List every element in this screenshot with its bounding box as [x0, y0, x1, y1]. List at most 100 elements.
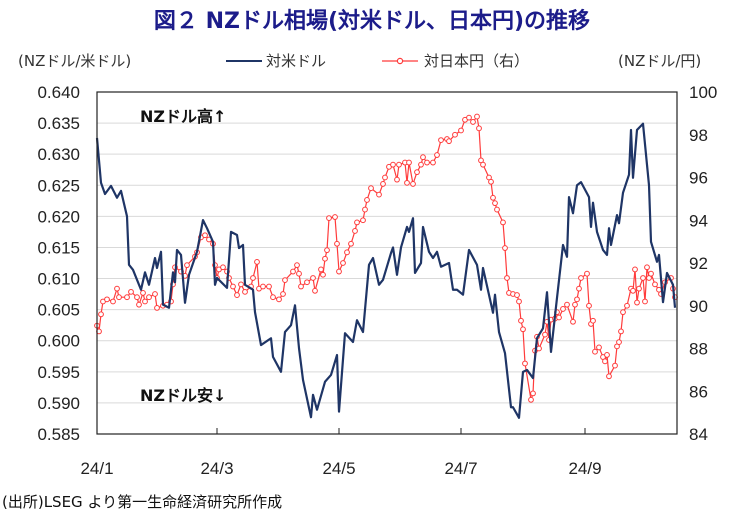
data-point	[390, 161, 396, 168]
data-point	[154, 304, 160, 311]
data-point	[394, 176, 400, 183]
data-point	[310, 275, 316, 281]
data-point	[128, 288, 134, 295]
data-point	[318, 266, 324, 273]
data-point	[406, 159, 412, 166]
data-point	[542, 331, 548, 338]
data-point	[642, 298, 648, 305]
left-tick-label: 0.585	[37, 425, 80, 444]
left-y-axis: 0.585 0.590 0.595 0.600 0.605 0.610 0.615 0.620…	[37, 83, 80, 444]
x-tick-label: 24/1	[80, 459, 113, 478]
data-point	[584, 270, 590, 277]
data-point	[340, 260, 346, 266]
data-point	[520, 326, 526, 333]
data-point	[410, 181, 416, 187]
data-point	[592, 348, 598, 355]
data-point	[564, 301, 570, 308]
data-point	[202, 232, 208, 239]
series-line	[96, 115, 676, 401]
data-point	[634, 299, 640, 306]
data-point	[104, 296, 110, 303]
data-point	[114, 285, 120, 292]
data-point	[488, 178, 494, 185]
data-point	[354, 219, 360, 226]
right-y-axis: 84 86 88 90 92 94 96 98 100	[689, 83, 717, 444]
left-tick-label: 0.595	[37, 363, 80, 382]
right-tick-label: 90	[689, 297, 708, 316]
data-point	[528, 396, 534, 403]
data-point	[352, 228, 358, 234]
left-tick-label: 0.635	[37, 114, 80, 133]
data-point	[298, 283, 304, 290]
right-tick-label: 84	[689, 425, 708, 444]
right-tick-label: 92	[689, 254, 708, 273]
series-line	[95, 122, 677, 419]
data-point	[382, 174, 388, 181]
data-point	[152, 291, 158, 297]
data-point	[572, 301, 578, 308]
data-point	[312, 287, 318, 294]
plot-frame	[96, 91, 678, 435]
data-point	[570, 318, 576, 325]
x-tick-label: 24/5	[322, 459, 355, 478]
data-point	[644, 264, 650, 271]
data-point	[376, 191, 382, 198]
data-point	[250, 275, 256, 281]
data-point	[404, 179, 410, 186]
left-axis-label: (NZドル/米ドル)	[18, 52, 131, 70]
data-point	[438, 137, 444, 143]
data-point	[304, 279, 310, 286]
right-tick-label: 98	[689, 126, 708, 145]
data-point	[492, 200, 498, 207]
data-point	[234, 292, 240, 298]
data-point	[344, 249, 350, 256]
data-point	[424, 159, 430, 166]
annotation-nzd-down: NZドル安↓	[140, 386, 226, 405]
data-point	[136, 301, 142, 308]
data-point	[500, 219, 506, 226]
data-point	[184, 262, 190, 269]
data-point	[238, 281, 244, 288]
data-point	[418, 161, 424, 168]
data-point	[348, 240, 354, 247]
data-point	[230, 283, 236, 290]
x-tick-label: 24/3	[200, 459, 233, 478]
data-point	[618, 328, 624, 335]
data-point	[434, 152, 440, 158]
left-tick-label: 0.640	[37, 83, 80, 102]
data-point	[368, 185, 374, 192]
legend-label-jpy: 対日本円（右）	[424, 52, 529, 70]
data-point	[362, 206, 368, 213]
left-tick-label: 0.600	[37, 332, 80, 351]
data-point	[280, 291, 286, 297]
data-point	[596, 344, 602, 351]
chart-title: 図２ NZドル相場(対米ドル、日本円)の推移	[154, 8, 590, 34]
left-tick-label: 0.620	[37, 207, 80, 226]
data-point	[140, 290, 146, 296]
data-point	[276, 296, 282, 303]
left-tick-label: 0.605	[37, 301, 80, 320]
data-point	[578, 275, 584, 281]
data-point	[490, 194, 496, 201]
x-axis: 24/1 24/3 24/5 24/7 24/9	[80, 428, 602, 478]
data-point	[648, 270, 654, 277]
data-point	[606, 373, 612, 380]
annotation-nzd-up: NZドル高↑	[140, 107, 226, 126]
data-point	[110, 298, 116, 305]
series-jpy	[94, 113, 678, 403]
data-point	[516, 298, 522, 305]
legend-label-usd: 対米ドル	[266, 52, 326, 70]
data-point	[242, 288, 248, 295]
data-point	[116, 294, 122, 301]
data-point	[560, 306, 566, 312]
data-point	[220, 264, 226, 271]
left-tick-label: 0.625	[37, 176, 80, 195]
data-point	[466, 114, 472, 121]
data-point	[334, 240, 340, 247]
data-point	[266, 283, 272, 290]
data-point	[636, 285, 642, 292]
data-point	[480, 161, 486, 168]
data-point	[576, 285, 582, 292]
data-point	[322, 255, 328, 262]
data-point	[458, 127, 464, 134]
